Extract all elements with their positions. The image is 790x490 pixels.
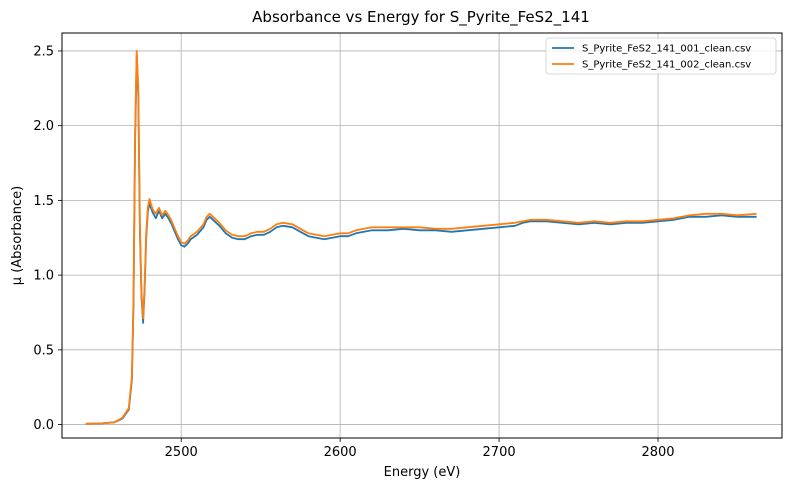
y-tick-label: 1.5 bbox=[33, 194, 54, 209]
y-axis-label: μ (Absorbance) bbox=[10, 186, 25, 285]
x-tick-label: 2700 bbox=[483, 445, 516, 460]
series-layer bbox=[85, 50, 757, 425]
series-line-2 bbox=[85, 50, 757, 425]
x-tick-label: 2500 bbox=[165, 445, 198, 460]
plot-frame bbox=[61, 32, 783, 439]
ticks: 2500 2600 2700 2800 0.0 0.5 1.0 1.5 2.0 2.5 bbox=[33, 44, 674, 460]
x-tick-label: 2800 bbox=[641, 445, 674, 460]
legend: S_Pyrite_FeS2_141_001_clean.csv S_Pyrite_… bbox=[545, 37, 777, 75]
y-tick-label: 2.5 bbox=[33, 44, 54, 59]
x-axis-label: Energy (eV) bbox=[384, 465, 461, 480]
y-tick-label: 0.5 bbox=[33, 343, 54, 358]
y-tick-label: 2.0 bbox=[33, 119, 54, 134]
legend-label-2: S_Pyrite_FeS2_141_002_clean.csv bbox=[582, 60, 751, 71]
legend-box bbox=[545, 37, 777, 75]
legend-label-1: S_Pyrite_FeS2_141_001_clean.csv bbox=[582, 44, 751, 55]
y-tick-label: 0.0 bbox=[33, 418, 54, 433]
x-tick-label: 2600 bbox=[324, 445, 357, 460]
chart-title: Absorbance vs Energy for S_Pyrite_FeS2_1… bbox=[252, 8, 590, 27]
y-tick-label: 1.0 bbox=[33, 269, 54, 284]
